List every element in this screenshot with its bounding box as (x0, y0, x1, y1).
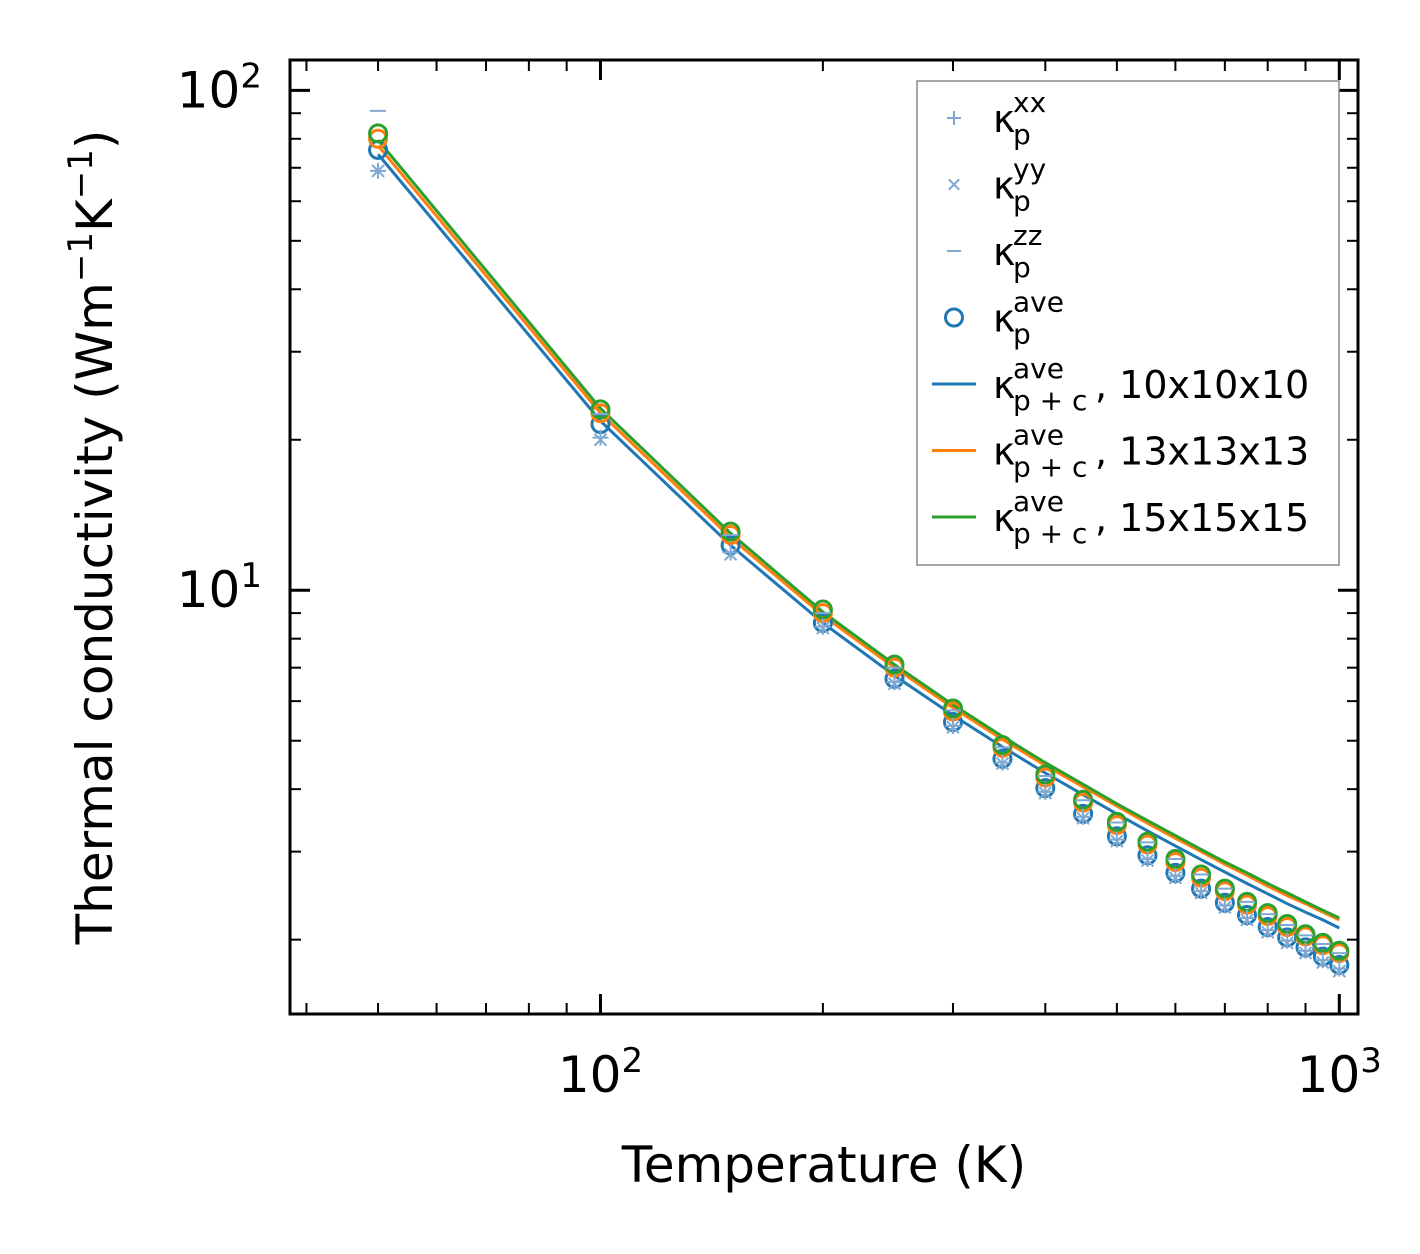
data-point-kxx (1297, 942, 1314, 959)
y-axis-label: Thermal conductivity (Wm−1K−1) (61, 130, 124, 946)
data-point-kave15 (720, 521, 741, 542)
axes-frame (288, 58, 1360, 1016)
data-point-kyy (995, 756, 1010, 771)
data-point-kave15 (1329, 940, 1350, 961)
data-point-kyy (946, 720, 960, 734)
data-point-kyy (1076, 811, 1090, 825)
legend-marker-x (948, 178, 960, 191)
data-point-kave15 (1312, 932, 1333, 953)
x-tick-labels: 102 103 (558, 1041, 1382, 1104)
data-point-kave15 (1191, 864, 1212, 885)
data-point-kxx (1167, 868, 1184, 885)
legend-entry: κyy p (948, 153, 1046, 218)
data-point-kave15 (812, 599, 833, 620)
series-line-line13 (376, 144, 1340, 922)
data-point-kave15 (1165, 848, 1186, 869)
y-axis-label-mid: K (66, 198, 124, 232)
y-axis-label-base: Thermal conductivity (Wm (66, 282, 124, 945)
data-point-kyy (1168, 871, 1183, 885)
x-tick-label: 103 (1297, 1041, 1382, 1104)
data-point-kyy (816, 621, 830, 635)
data-point-kxx (1139, 850, 1156, 867)
series-kave15 (368, 123, 1350, 961)
data-point-kyy (1140, 853, 1155, 868)
data-point-kyy (1260, 925, 1275, 939)
series-kzz (370, 109, 1348, 955)
legend-label: κyy p (993, 153, 1046, 218)
legend-label: κzz p (993, 219, 1042, 284)
data-point-kxx (1259, 922, 1276, 939)
series-line-line15 (376, 139, 1340, 920)
data-point-kyy (593, 433, 608, 447)
data-point-kave15 (1137, 831, 1158, 852)
data-point-kxx (1314, 952, 1331, 969)
y-axis-label-end: ) (66, 130, 124, 150)
data-point-kave15 (1073, 789, 1094, 810)
data-point-kxx (592, 429, 609, 446)
data-point-kxx (1216, 897, 1233, 914)
data-point-kyy (1280, 936, 1294, 950)
data-point-kxx (1193, 883, 1210, 900)
legend-entry: κave p + c, 13x13x13 (932, 419, 1309, 484)
y-tick-label: 101 (177, 556, 262, 619)
legend-frame (916, 80, 1340, 566)
data-point-kxx (886, 674, 903, 691)
data-point-kyy (1332, 964, 1347, 978)
legend-entry: κave p + c, 10x10x10 (932, 352, 1309, 417)
data-point-kyy (1316, 955, 1330, 970)
data-point-kave15 (1257, 903, 1278, 924)
data-point-kyy (371, 164, 385, 178)
y-axis-label-exp2: −1 (61, 149, 101, 199)
y-tick-labels: 101 102 (177, 56, 262, 619)
data-point-kave15 (1214, 878, 1235, 899)
legend-entry: κave p (944, 286, 1064, 351)
data-point-kyy (1194, 886, 1208, 900)
legend-entry: κzz p (947, 219, 1042, 284)
data-point-kyy (1298, 946, 1313, 960)
data-point-kave15 (1106, 811, 1127, 832)
x-tick-label: 102 (558, 1041, 643, 1104)
series-line-line10 (376, 153, 1340, 930)
data-point-kxx (1279, 932, 1296, 949)
data-point-kave15 (1277, 913, 1298, 934)
axis-ticks (290, 60, 1358, 1014)
data-point-kxx (722, 544, 739, 561)
y-tick-label: 102 (177, 56, 262, 119)
data-point-kave13 (368, 128, 389, 149)
legend-marker-plus (947, 111, 961, 125)
legend-label: κave p + c, 10x10x10 (993, 352, 1309, 417)
legend-label: κave p + c, 13x13x13 (993, 419, 1309, 484)
legend-entry: κave p + c, 15x15x15 (932, 485, 1309, 550)
data-point-kave15 (590, 399, 611, 420)
data-point-kyy (1218, 900, 1232, 915)
data-point-kyy (1240, 913, 1254, 927)
data-point-kave15 (884, 654, 905, 675)
data-point-kave15 (368, 123, 389, 144)
data-point-kyy (1038, 786, 1052, 800)
data-point-kxx (1331, 960, 1348, 977)
x-axis-label: Temperature (K) (621, 1136, 1026, 1194)
series-kyy (371, 164, 1347, 978)
legend-label: κave p + c, 15x15x15 (993, 485, 1309, 550)
legend-marker-circle (944, 307, 964, 328)
legend-label: κxx p (993, 86, 1046, 151)
data-point-kxx (1238, 909, 1255, 926)
data-point-kyy (1110, 834, 1124, 848)
data-point-kyy (887, 677, 902, 691)
legend-label: κave p (993, 286, 1064, 351)
legend-entry: κxx p (947, 86, 1046, 151)
data-point-kyy (723, 547, 738, 562)
y-axis-label-exp1: −1 (61, 232, 101, 282)
plot-area (368, 109, 1350, 978)
data-point-kave15 (942, 698, 963, 719)
data-point-kave15 (992, 735, 1013, 756)
data-point-kave15 (1035, 764, 1056, 785)
